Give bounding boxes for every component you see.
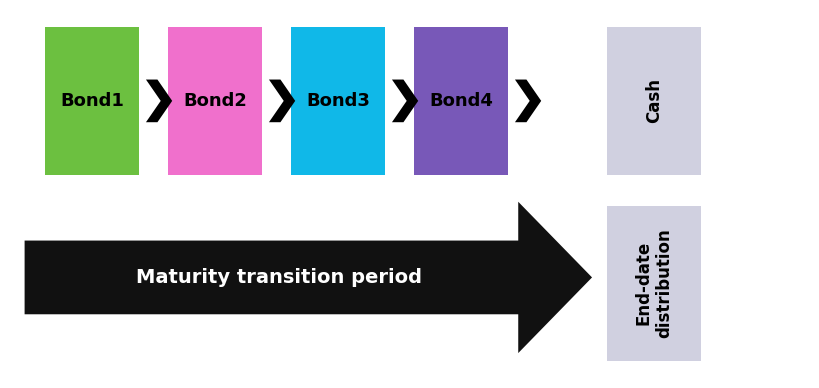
Text: End-date
distribution: End-date distribution (634, 229, 672, 338)
Text: Bond4: Bond4 (429, 92, 492, 110)
Polygon shape (25, 202, 591, 353)
Text: Bond3: Bond3 (306, 92, 369, 110)
Text: Maturity transition period: Maturity transition period (136, 268, 421, 287)
FancyBboxPatch shape (168, 27, 262, 175)
Text: Bond1: Bond1 (61, 92, 124, 110)
FancyBboxPatch shape (606, 206, 700, 361)
FancyBboxPatch shape (45, 27, 139, 175)
Polygon shape (146, 80, 172, 122)
FancyBboxPatch shape (291, 27, 385, 175)
FancyBboxPatch shape (414, 27, 508, 175)
Polygon shape (391, 80, 418, 122)
FancyBboxPatch shape (606, 27, 700, 175)
Text: Bond2: Bond2 (183, 92, 247, 110)
Text: Cash: Cash (645, 78, 662, 123)
Polygon shape (514, 80, 541, 122)
Polygon shape (269, 80, 295, 122)
